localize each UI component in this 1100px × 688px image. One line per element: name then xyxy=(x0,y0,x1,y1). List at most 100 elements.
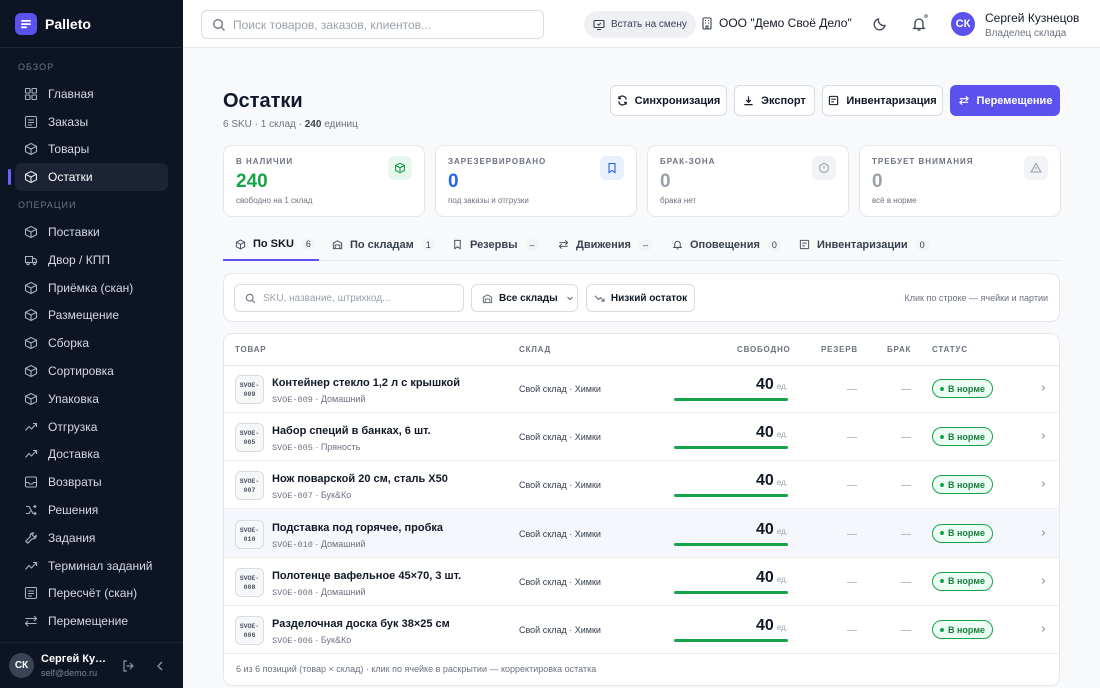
sidebar-item[interactable]: Сборка xyxy=(15,329,168,357)
sidebar-item[interactable]: Товары xyxy=(15,136,168,164)
global-search-input[interactable] xyxy=(233,17,523,32)
sidebar-item[interactable]: Задания xyxy=(15,524,168,552)
trend-icon xyxy=(25,450,38,459)
table-row[interactable]: SVOE- 009 Контейнер стекло 1,2 л с крышкой… xyxy=(224,365,1059,413)
brand[interactable]: Palleto xyxy=(0,0,183,48)
sku-search[interactable] xyxy=(234,284,464,312)
chevron-right-icon[interactable] xyxy=(1039,432,1047,440)
free-qty[interactable]: 40 ед. xyxy=(756,569,788,587)
low-stock-filter-button[interactable]: Низкий остаток xyxy=(586,284,695,312)
product-category: Бук&Ко xyxy=(320,635,352,645)
defect-cell[interactable]: — xyxy=(901,432,911,444)
tab[interactable]: Инвентаризации 0 xyxy=(799,229,929,260)
sidebar-item[interactable]: Остатки xyxy=(8,163,168,192)
reserve-cell[interactable]: — xyxy=(847,432,857,444)
sidebar-item[interactable]: Заказы xyxy=(15,108,168,136)
table-footer: 6 из 6 позиций (товар × склад) · клик по… xyxy=(236,664,597,674)
sidebar-item[interactable]: Перемещение xyxy=(15,607,168,635)
table-row[interactable]: SVOE- 007 Нож поварской 20 см, сталь X50 SV… xyxy=(224,461,1059,510)
tab[interactable]: По складам 1 xyxy=(332,229,435,260)
sidebar-item[interactable]: Сортировка xyxy=(15,357,168,385)
free-qty[interactable]: 40 ед. xyxy=(756,521,788,539)
bell-icon[interactable] xyxy=(911,16,927,32)
start-shift-button[interactable]: Встать на смену xyxy=(584,11,696,38)
sidebar-item[interactable]: Упаковка xyxy=(15,385,168,413)
org-switcher[interactable]: ООО "Демо Своё Дело" xyxy=(701,16,852,30)
defect-cell[interactable]: — xyxy=(901,625,911,636)
sidebar-item-label: Перемещение xyxy=(48,614,128,629)
avatar[interactable]: СК xyxy=(9,653,34,678)
sidebar-item[interactable]: Доставка xyxy=(15,441,168,469)
free-qty-value: 40 xyxy=(756,520,774,538)
reserve-cell[interactable]: — xyxy=(847,480,857,492)
table-row[interactable]: SVOE- 010 Подставка под горячее, пробка SVO… xyxy=(224,509,1059,558)
defect-cell[interactable]: — xyxy=(901,576,911,588)
defect-cell[interactable]: — xyxy=(901,480,911,492)
sidebar-item[interactable]: Отгрузка xyxy=(15,413,168,441)
sidebar-item[interactable]: Пересчёт (скан) xyxy=(15,580,168,608)
stock-bar-fill xyxy=(674,590,788,594)
col-reserve[interactable]: РЕЗЕРВ xyxy=(821,345,858,354)
stat-card[interactable]: Требует внимания 0 всё в норме xyxy=(859,145,1061,217)
stat-card[interactable]: В наличии 240 свободно на 1 склад xyxy=(223,145,425,217)
inventory-button[interactable]: Инвентаризация xyxy=(822,85,943,116)
chevron-right-icon[interactable] xyxy=(1039,384,1047,392)
stat-card-sub: под заказы и отгрузки xyxy=(448,196,529,205)
sidebar-nav: Обзор Главная Заказы Товары Остатки Операции П… xyxy=(0,48,183,663)
warehouse-select[interactable]: Все склады xyxy=(471,284,578,312)
reserve-cell[interactable]: — xyxy=(847,625,857,636)
stock-bar xyxy=(674,590,788,594)
user-menu[interactable]: Сергей Кузнецов Владелец склада xyxy=(985,11,1079,39)
tab[interactable]: По SKU 6 xyxy=(223,229,319,261)
stat-card[interactable]: Зарезервировано 0 под заказы и отгрузки xyxy=(435,145,637,217)
tab[interactable]: Движения – xyxy=(558,229,652,260)
moon-icon[interactable] xyxy=(872,16,888,32)
logout-icon[interactable] xyxy=(121,659,135,673)
sidebar-item[interactable]: Поставки xyxy=(15,218,168,246)
reserve-cell[interactable]: — xyxy=(847,528,857,540)
col-status[interactable]: СТАТУС xyxy=(932,345,968,354)
sync-button[interactable]: Синхронизация xyxy=(610,85,727,116)
col-warehouse[interactable]: СКЛАД xyxy=(519,345,552,354)
chevron-right-icon[interactable] xyxy=(1039,529,1047,537)
collapse-sidebar-icon[interactable] xyxy=(153,659,167,673)
sidebar-item[interactable]: Терминал заданий xyxy=(15,552,168,580)
free-qty[interactable]: 40 ед. xyxy=(756,424,788,442)
chevron-right-icon[interactable] xyxy=(1039,577,1047,585)
sidebar-item[interactable]: Размещение xyxy=(15,302,168,330)
table-row[interactable]: SVOE- 008 Полотенце вафельное 45×70, 3 шт.… xyxy=(224,558,1059,606)
user-avatar[interactable]: СК xyxy=(951,12,975,36)
table-row[interactable]: SVOE- 006 Разделочная доска бук 38×25 см SV… xyxy=(224,606,1059,654)
move-button[interactable]: Перемещение xyxy=(950,85,1060,116)
sidebar-item[interactable]: Приёмка (скан) xyxy=(15,274,168,302)
defect-cell[interactable]: — xyxy=(901,384,911,395)
sidebar-item[interactable]: Главная xyxy=(15,80,168,108)
warehouse-cell: Свой склад · Химки xyxy=(519,576,601,587)
col-free[interactable]: СВОБОДНО xyxy=(737,345,791,354)
sku-search-input[interactable] xyxy=(263,292,453,304)
sidebar-item[interactable]: Двор / КПП xyxy=(15,246,168,274)
defect-cell[interactable]: — xyxy=(901,528,911,540)
free-qty[interactable]: 40 ед. xyxy=(756,376,788,394)
wrench-icon xyxy=(25,532,37,544)
free-qty[interactable]: 40 ед. xyxy=(756,617,788,635)
tab[interactable]: Резервы – xyxy=(452,229,539,260)
col-product[interactable]: ТОВАР xyxy=(235,345,267,354)
reserve-cell[interactable]: — xyxy=(847,576,857,588)
search-icon xyxy=(245,293,256,303)
col-defect[interactable]: БРАК xyxy=(887,345,912,354)
table-row[interactable]: SVOE- 005 Набор специй в банках, 6 шт. SVOE… xyxy=(224,413,1059,462)
sidebar-item[interactable]: Решения xyxy=(15,496,168,524)
sidebar-item[interactable]: Возвраты xyxy=(15,468,168,496)
sidebar-item-label: Решения xyxy=(48,503,99,518)
stock-bar-fill xyxy=(674,398,788,401)
chevron-right-icon[interactable] xyxy=(1039,480,1047,488)
reserve-cell[interactable]: — xyxy=(847,384,857,395)
export-button[interactable]: Экспорт xyxy=(734,85,815,116)
free-qty[interactable]: 40 ед. xyxy=(756,472,788,490)
stat-card[interactable]: Брак-зона 0 брака нет xyxy=(647,145,849,217)
tab[interactable]: Оповещения 0 xyxy=(672,229,781,260)
product-meta: SVOE-009 · Домашний xyxy=(272,394,366,405)
chevron-right-icon[interactable] xyxy=(1039,625,1047,633)
global-search[interactable] xyxy=(201,10,544,39)
